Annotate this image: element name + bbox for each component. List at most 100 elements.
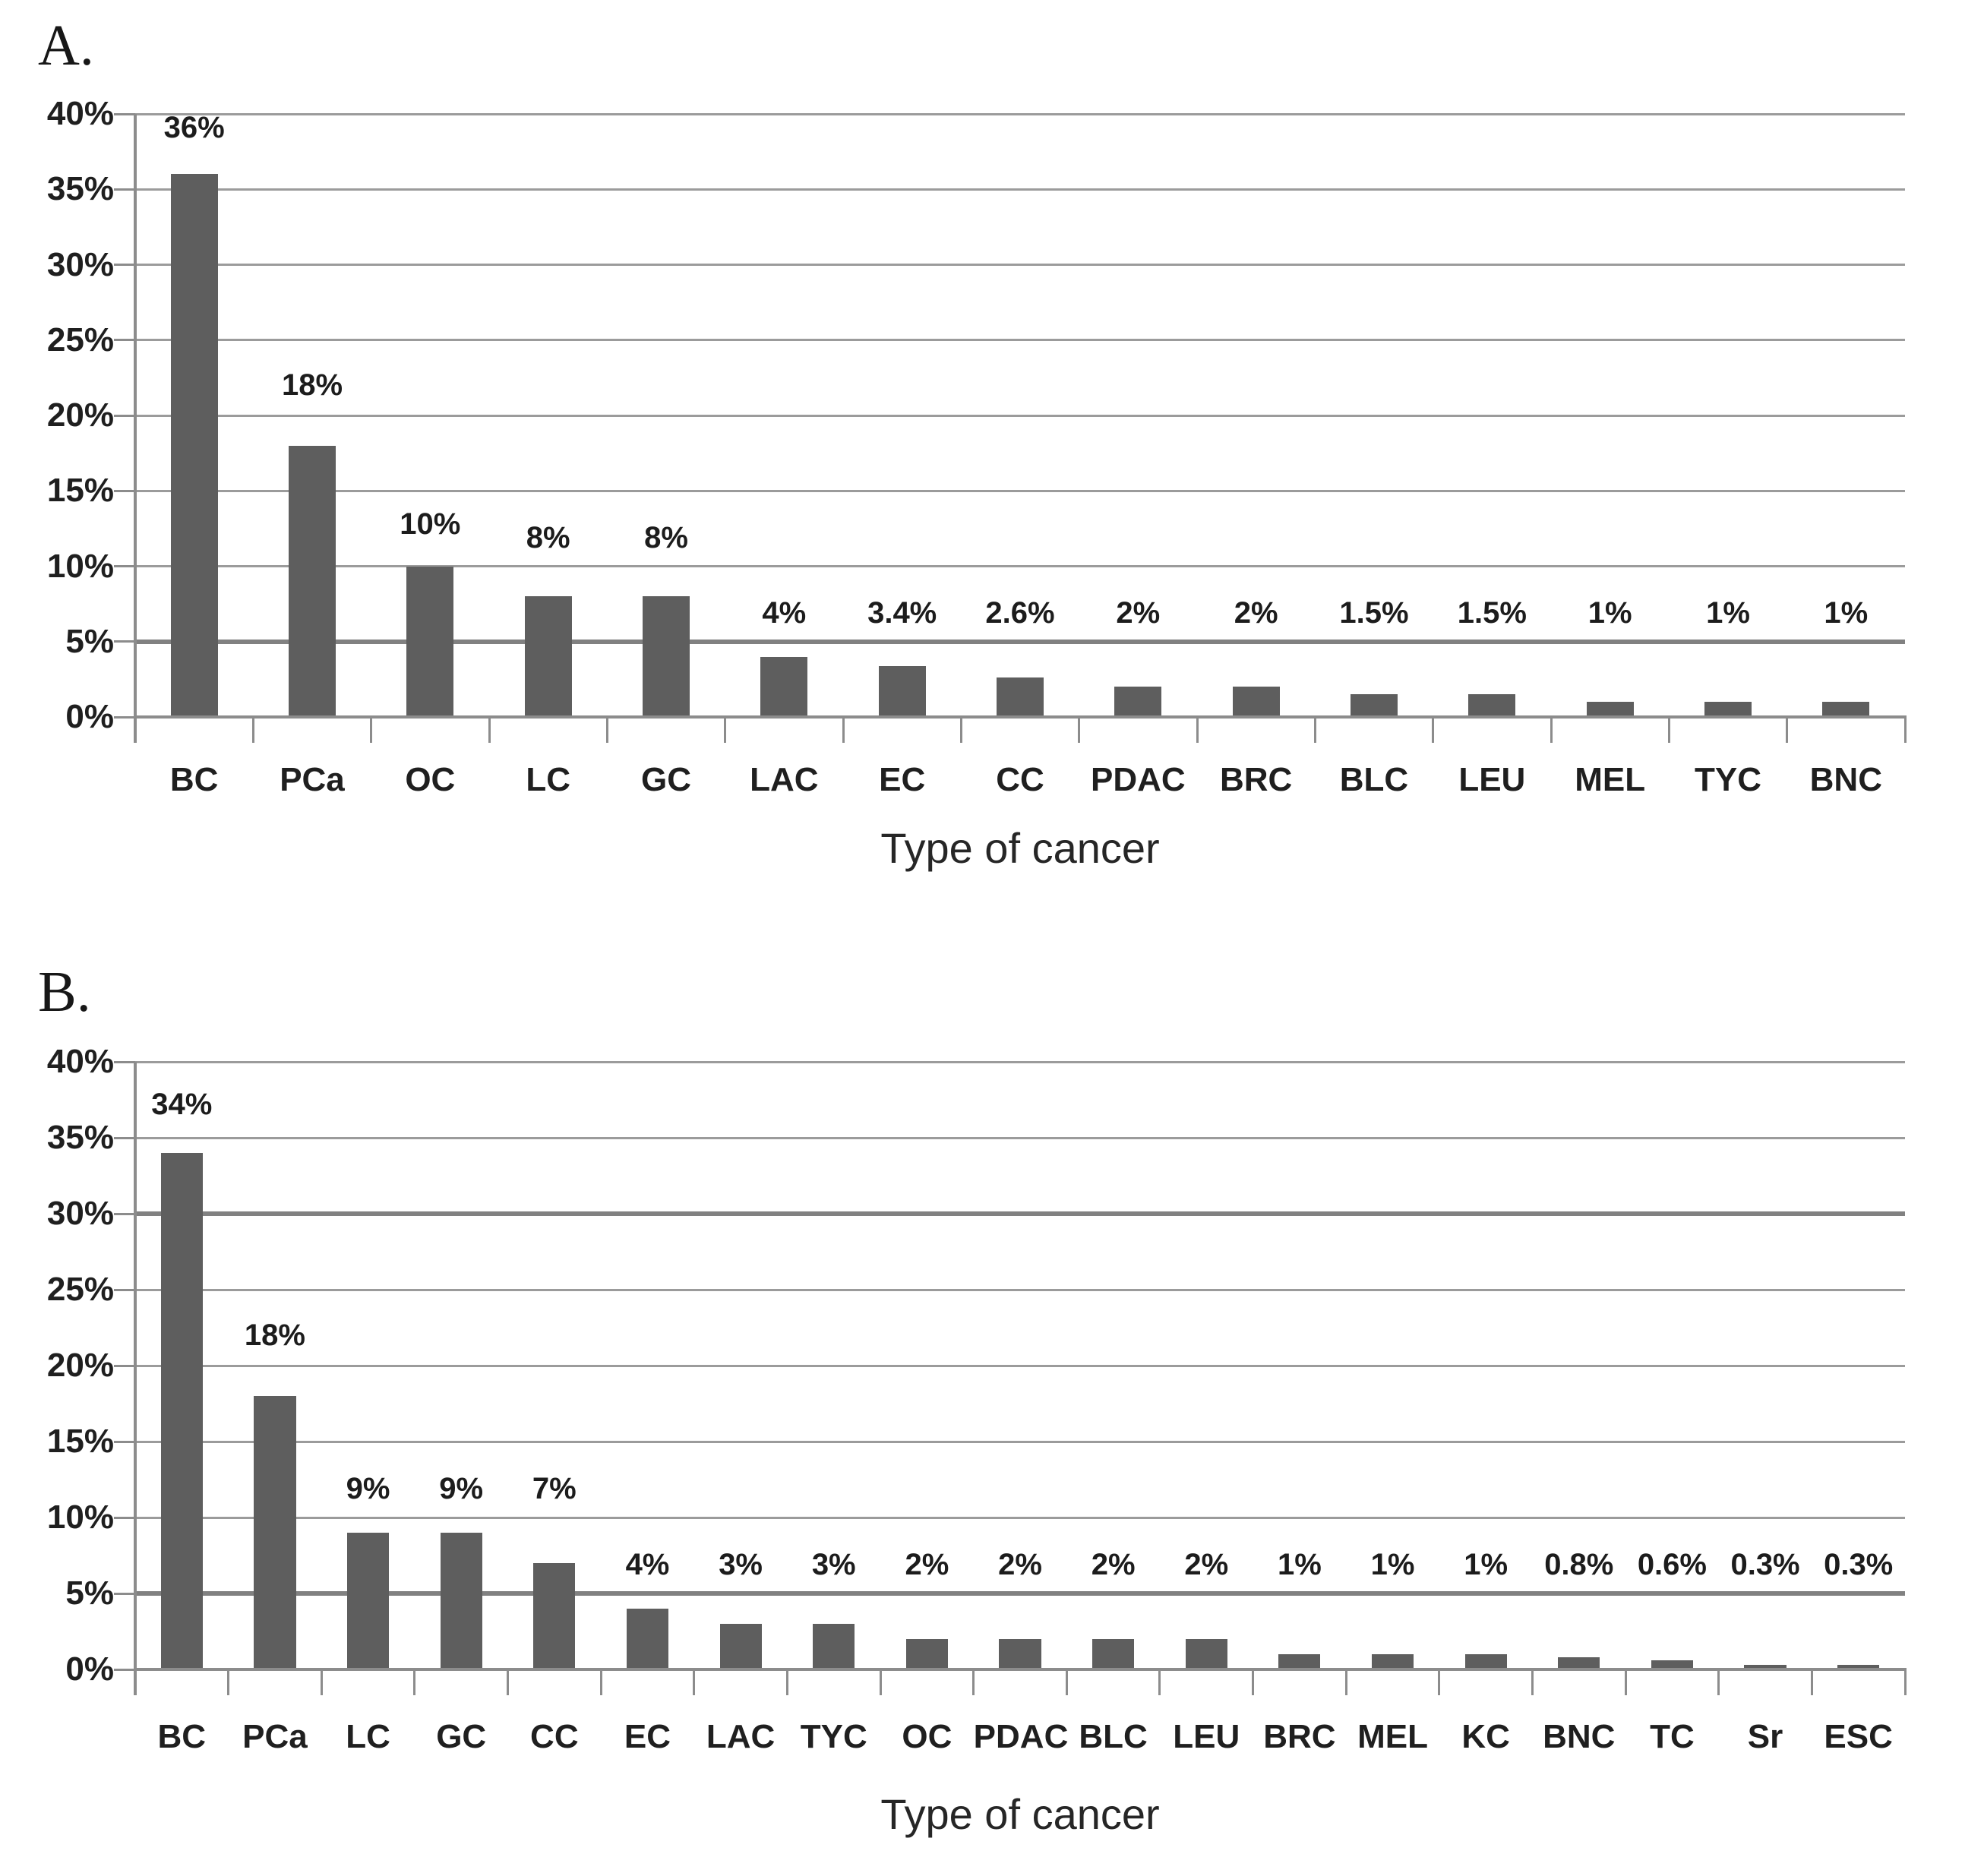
x-axis-tick bbox=[1624, 1669, 1627, 1695]
bar-LEU bbox=[1468, 694, 1516, 717]
gridline-35pct bbox=[135, 1136, 1905, 1139]
x-axis-tick bbox=[370, 717, 373, 743]
y-axis-tick bbox=[114, 1288, 135, 1291]
gridline-25pct bbox=[135, 339, 1905, 342]
y-axis-tick bbox=[114, 1516, 135, 1519]
y-axis-line bbox=[134, 1062, 137, 1695]
bar-ESC bbox=[1837, 1665, 1880, 1669]
x-category-label-OC: OC bbox=[405, 761, 456, 798]
y-axis-tick bbox=[114, 264, 135, 266]
gridline-30pct bbox=[135, 1211, 1905, 1216]
gridline-15pct bbox=[135, 1440, 1905, 1443]
x-category-label-CC: CC bbox=[530, 1718, 579, 1755]
bar-BRC bbox=[1232, 687, 1280, 717]
bar-LC bbox=[524, 596, 572, 717]
bar-BRC bbox=[1278, 1654, 1321, 1669]
x-axis-tick bbox=[785, 1669, 788, 1695]
data-label-OC: 2% bbox=[905, 1548, 949, 1581]
y-tick-label: 5% bbox=[65, 1574, 114, 1612]
bar-BLC bbox=[1092, 1639, 1135, 1669]
x-category-label-BNC: BNC bbox=[1543, 1718, 1616, 1755]
x-axis-tick bbox=[1903, 1669, 1907, 1695]
y-tick-label: 25% bbox=[46, 321, 114, 358]
x-category-label-GC: GC bbox=[640, 761, 691, 798]
gridline-40pct bbox=[135, 1060, 1905, 1063]
x-axis-tick bbox=[1313, 717, 1316, 743]
x-category-label-PDAC: PDAC bbox=[1090, 761, 1186, 798]
x-category-label-LC: LC bbox=[526, 761, 570, 798]
data-label-BRC: 1% bbox=[1277, 1548, 1322, 1581]
data-label-LAC: 4% bbox=[762, 595, 807, 630]
x-category-label-TYC: TYC bbox=[1694, 761, 1761, 798]
bar-KC bbox=[1464, 1654, 1507, 1669]
bar-EC bbox=[878, 665, 926, 717]
bar-BC bbox=[160, 1153, 203, 1669]
panel-label-a: A. bbox=[38, 14, 94, 77]
y-axis-tick bbox=[114, 1212, 135, 1215]
x-axis-line bbox=[134, 1668, 1907, 1671]
data-label-CC: 2.6% bbox=[985, 595, 1055, 630]
x-category-label-OC: OC bbox=[902, 1718, 952, 1755]
bar-LAC bbox=[760, 656, 808, 717]
x-axis-tick bbox=[605, 717, 608, 743]
x-category-label-BLC: BLC bbox=[1079, 1718, 1148, 1755]
x-axis-tick bbox=[507, 1669, 510, 1695]
data-label-ESC: 0.3% bbox=[1824, 1548, 1894, 1581]
gridline-10pct bbox=[135, 1516, 1905, 1519]
gridline-25pct bbox=[135, 1288, 1905, 1291]
x-axis-tick bbox=[1196, 717, 1199, 743]
data-label-BC: 36% bbox=[163, 110, 225, 144]
y-axis-tick bbox=[114, 339, 135, 342]
y-axis-tick bbox=[114, 112, 135, 115]
data-label-EC: 4% bbox=[625, 1548, 670, 1581]
x-category-label-LEU: LEU bbox=[1173, 1718, 1240, 1755]
y-axis-tick bbox=[114, 640, 135, 643]
data-label-LEU: 1.5% bbox=[1457, 595, 1527, 630]
x-axis-tick bbox=[320, 1669, 323, 1695]
y-tick-label: 40% bbox=[46, 1043, 114, 1080]
data-label-PDAC: 2% bbox=[998, 1548, 1042, 1581]
bar-Sr bbox=[1744, 1665, 1787, 1669]
data-label-MEL: 1% bbox=[1370, 1548, 1415, 1581]
bar-GC bbox=[642, 596, 690, 717]
x-category-label-LC: LC bbox=[346, 1718, 390, 1755]
bar-OC bbox=[406, 566, 454, 717]
data-label-BLC: 2% bbox=[1091, 1548, 1136, 1581]
x-axis-tick bbox=[1252, 1669, 1255, 1695]
data-label-PCa: 18% bbox=[244, 1319, 305, 1352]
x-category-label-LAC: LAC bbox=[750, 761, 819, 798]
y-axis-tick bbox=[114, 489, 135, 492]
data-label-GC: 8% bbox=[644, 520, 688, 554]
y-tick-label: 35% bbox=[46, 1119, 114, 1156]
y-tick-label: 30% bbox=[46, 1195, 114, 1232]
bar-PCa bbox=[288, 445, 336, 717]
gridline-10pct bbox=[135, 565, 1905, 567]
x-axis-tick bbox=[1344, 1669, 1347, 1695]
data-label-TYC: 3% bbox=[811, 1548, 856, 1581]
x-axis-tick bbox=[879, 1669, 882, 1695]
bar-MEL bbox=[1371, 1654, 1414, 1669]
x-category-label-LEU: LEU bbox=[1458, 761, 1526, 798]
x-category-label-ESC: ESC bbox=[1824, 1718, 1893, 1755]
gridline-5pct bbox=[135, 639, 1905, 644]
data-label-EC: 3.4% bbox=[867, 595, 937, 630]
x-axis-tick bbox=[488, 717, 491, 743]
x-axis-tick bbox=[1432, 717, 1435, 743]
x-axis-tick bbox=[413, 1669, 416, 1695]
x-category-label-EC: EC bbox=[879, 761, 926, 798]
bar-PCa bbox=[254, 1396, 296, 1669]
x-axis-tick bbox=[724, 717, 727, 743]
y-tick-label: 15% bbox=[46, 1423, 114, 1460]
bar-MEL bbox=[1586, 702, 1634, 717]
data-label-GC: 9% bbox=[439, 1472, 484, 1505]
x-category-label-BRC: BRC bbox=[1263, 1718, 1336, 1755]
bar-LC bbox=[346, 1533, 390, 1669]
x-axis-tick bbox=[1078, 717, 1081, 743]
bar-PDAC bbox=[999, 1639, 1041, 1669]
y-tick-label: 10% bbox=[46, 1499, 114, 1536]
data-label-BC: 34% bbox=[151, 1088, 213, 1121]
x-axis-tick bbox=[1903, 717, 1907, 743]
x-axis-tick bbox=[599, 1669, 602, 1695]
data-label-BNC: 1% bbox=[1824, 595, 1869, 630]
